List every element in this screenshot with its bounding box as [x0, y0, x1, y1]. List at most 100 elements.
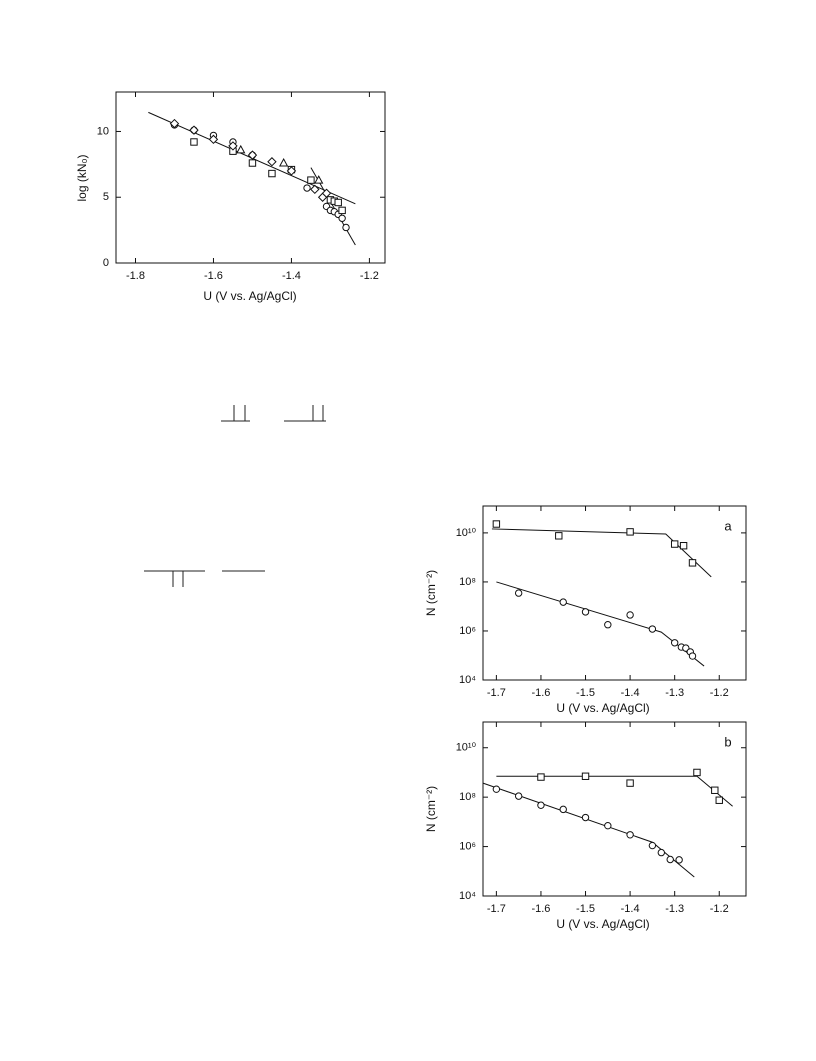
plot-frame	[482, 505, 747, 681]
point	[693, 768, 701, 777]
point	[303, 184, 311, 192]
plot-frame	[115, 91, 386, 264]
decoration	[144, 405, 326, 587]
point	[648, 625, 657, 633]
x-tick-label: -1.2	[360, 270, 379, 282]
y-tick-label: 10¹⁰	[456, 527, 477, 539]
point	[688, 652, 697, 660]
y-tick-label: 10⁴	[459, 674, 476, 686]
x-axis-label: U (V vs. Ag/AgCl)	[203, 289, 296, 303]
chart: -1.7 -1.6 -1.5 -1.4 -1.3 -1.2 10⁴ 10⁶ 10⁸ 10¹⁰ U (…	[424, 505, 747, 715]
x-axis-label: U (V vs. Ag/AgCl)	[556, 917, 649, 931]
point	[334, 198, 342, 207]
point	[537, 801, 545, 809]
point	[492, 520, 501, 528]
y-tick-label: 10	[97, 125, 109, 137]
y-axis-label: N (cm⁻²)	[424, 786, 438, 832]
point	[492, 785, 501, 793]
point	[657, 848, 666, 857]
point	[559, 805, 567, 814]
point	[711, 786, 719, 794]
fit-line	[496, 775, 733, 807]
fit-line	[496, 581, 705, 667]
x-tick-label: -1.3	[665, 687, 684, 699]
point	[581, 813, 590, 822]
point	[537, 773, 545, 781]
point	[314, 175, 324, 184]
x-tick-label: -1.4	[282, 270, 301, 282]
point	[278, 157, 289, 167]
point	[169, 118, 180, 129]
point	[268, 169, 276, 178]
x-tick-label: -1.4	[621, 687, 640, 699]
point	[670, 540, 679, 548]
y-tick-label: 5	[103, 191, 109, 203]
point	[190, 138, 198, 146]
chart: -1.7 -1.6 -1.5 -1.4 -1.3 -1.2 10⁴ 10⁶ 10⁸ 10¹⁰ U (…	[424, 721, 747, 931]
point	[307, 176, 315, 184]
point	[236, 144, 246, 154]
fit-line	[491, 528, 712, 578]
x-tick-label: -1.2	[710, 687, 729, 699]
point	[626, 779, 634, 787]
x-tick-label: -1.3	[665, 903, 684, 915]
x-tick-label: -1.7	[487, 687, 506, 699]
y-tick-label: 0	[103, 257, 109, 269]
x-tick-label: -1.4	[621, 903, 640, 915]
y-axis-label: log (kN₀)	[75, 155, 89, 202]
y-tick-label: 10⁸	[459, 576, 476, 588]
point	[514, 792, 523, 800]
point	[321, 188, 332, 198]
x-axis-label: U (V vs. Ag/AgCl)	[556, 701, 649, 715]
point	[338, 206, 346, 215]
point	[267, 157, 277, 167]
y-tick-label: 10⁸	[459, 791, 476, 803]
point	[675, 856, 683, 864]
point	[688, 559, 697, 567]
point	[666, 855, 674, 864]
x-tick-label: -1.7	[487, 903, 506, 915]
x-tick-label: -1.6	[531, 903, 550, 915]
x-tick-label: -1.5	[576, 687, 595, 699]
point	[247, 150, 258, 160]
y-tick-label: 10¹⁰	[456, 742, 477, 754]
point	[559, 598, 567, 606]
point	[626, 831, 634, 839]
point	[626, 528, 634, 536]
chart: -1.8 -1.6 -1.4 -1.2 0 5 10 U (V vs. Ag/AgCl) log…	[75, 91, 386, 303]
point	[670, 639, 679, 647]
point	[208, 134, 219, 145]
point	[338, 214, 346, 222]
point	[189, 125, 199, 135]
point	[604, 821, 612, 830]
x-tick-label: -1.2	[710, 903, 729, 915]
point	[648, 841, 657, 850]
panel-label: b	[724, 734, 731, 749]
x-tick-label: -1.5	[576, 903, 595, 915]
point	[286, 166, 297, 176]
x-tick-label: -1.6	[531, 687, 550, 699]
point	[310, 184, 320, 195]
point	[228, 141, 238, 151]
y-tick-label: 10⁶	[459, 625, 476, 637]
point	[555, 532, 563, 540]
x-tick-label: -1.6	[204, 270, 223, 282]
point	[581, 608, 590, 616]
point	[715, 796, 723, 804]
point	[679, 542, 688, 550]
fit-line	[482, 782, 695, 878]
y-tick-label: 10⁴	[459, 890, 476, 902]
panel-label: a	[724, 518, 732, 533]
x-tick-label: -1.8	[126, 270, 145, 282]
plot-frame	[482, 721, 747, 897]
point	[626, 611, 634, 619]
point	[514, 589, 523, 597]
point	[581, 772, 590, 780]
y-tick-label: 10⁶	[459, 840, 476, 852]
point	[248, 159, 257, 167]
point	[342, 223, 350, 232]
y-axis-label: N (cm⁻²)	[424, 570, 438, 616]
point	[604, 621, 612, 629]
